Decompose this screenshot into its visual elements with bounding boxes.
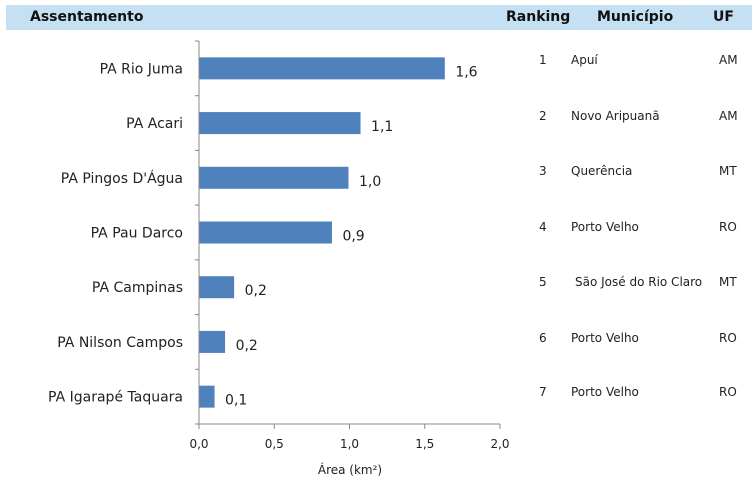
table-municipio-cell: Porto Velho <box>571 331 639 345</box>
table-municipio-cell: Porto Velho <box>571 220 639 234</box>
data-label: 1,1 <box>371 119 393 135</box>
x-tick-label: 0,5 <box>265 437 284 451</box>
table-rank-cell: 2 <box>539 109 547 123</box>
data-label: 1,6 <box>455 64 477 80</box>
table-municipio-cell: Novo Aripuanã <box>571 109 660 123</box>
table-uf-cell: MT <box>719 275 737 289</box>
data-label: 0,9 <box>342 229 364 245</box>
table-uf-cell: AM <box>719 109 738 123</box>
table-uf-cell: RO <box>719 331 737 345</box>
bar <box>199 276 235 299</box>
bar <box>199 166 349 189</box>
table-uf-cell: AM <box>719 53 738 67</box>
table-municipio-cell: São José do Rio Claro <box>575 275 703 289</box>
table-uf-cell: RO <box>719 220 737 234</box>
bar <box>199 221 332 244</box>
table-rank-cell: 5 <box>539 275 547 289</box>
table-rank-cell: 1 <box>539 53 547 67</box>
table-rank-cell: 6 <box>539 331 547 345</box>
table-municipio-cell: Apuí <box>571 53 598 67</box>
category-label: PA Nilson Campos <box>57 335 183 351</box>
data-label: 1,0 <box>359 174 381 190</box>
header-assentamento: Assentamento <box>30 9 144 25</box>
x-axis-title: Área (km²) <box>318 462 382 477</box>
data-label: 0,2 <box>236 338 258 354</box>
category-label: PA Rio Juma <box>100 61 183 77</box>
header-ranking: Ranking <box>506 9 571 25</box>
table-uf-cell: RO <box>719 385 737 399</box>
table-rank-cell: 7 <box>539 385 547 399</box>
header-uf: UF <box>713 9 734 25</box>
bar <box>199 330 226 353</box>
bar <box>199 57 445 80</box>
category-label: PA Campinas <box>92 280 183 296</box>
x-tick-label: 0,0 <box>189 437 208 451</box>
table-municipio-cell: Querência <box>571 164 633 178</box>
category-label: PA Acari <box>126 116 183 132</box>
x-tick-label: 2,0 <box>490 437 509 451</box>
bar <box>199 385 215 408</box>
table-municipio-cell: Porto Velho <box>571 385 639 399</box>
header-bar <box>6 5 752 30</box>
table-rank-cell: 3 <box>539 164 547 178</box>
header-municipio: Município <box>597 9 674 25</box>
category-label: PA Igarapé Taquara <box>48 390 183 406</box>
bar <box>199 112 361 135</box>
table-uf-cell: MT <box>719 164 737 178</box>
data-label: 0,2 <box>245 283 267 299</box>
x-tick-label: 1,5 <box>415 437 434 451</box>
x-tick-label: 1,0 <box>340 437 359 451</box>
data-label: 0,1 <box>225 393 247 409</box>
category-label: PA Pingos D'Água <box>61 170 183 187</box>
table-rank-cell: 4 <box>539 220 547 234</box>
category-label: PA Pau Darco <box>91 226 183 242</box>
